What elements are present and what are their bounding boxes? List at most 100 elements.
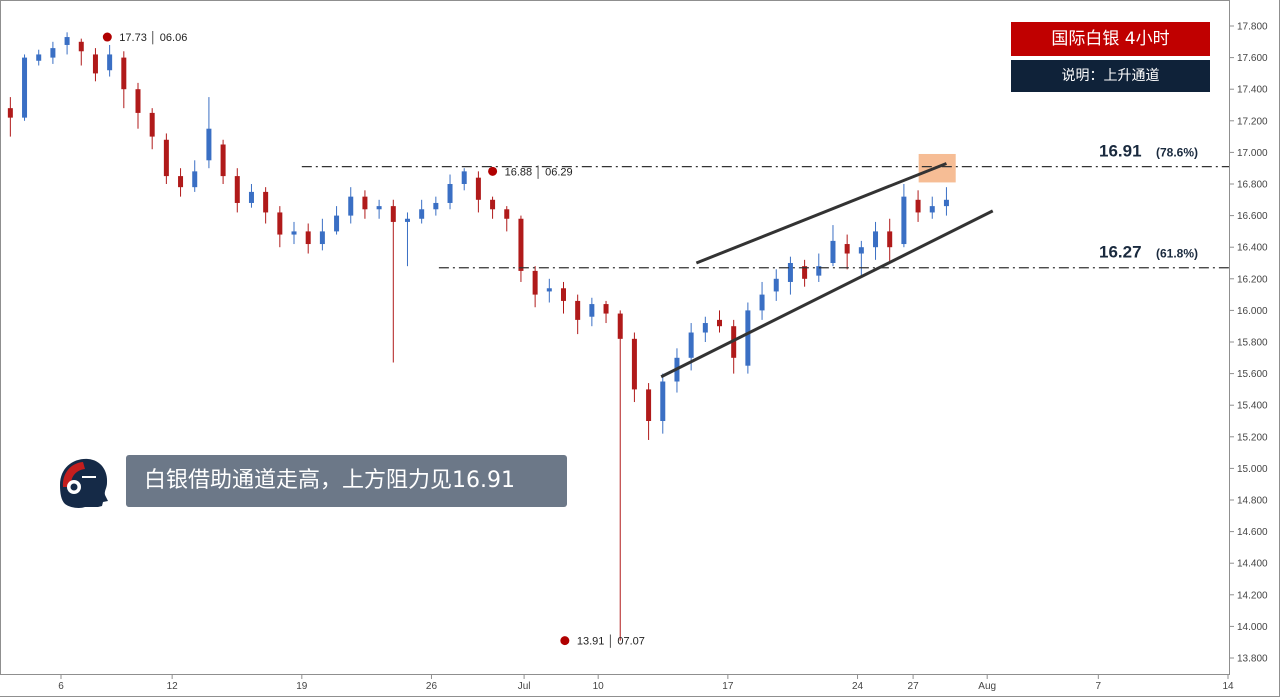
candle-body <box>816 266 822 276</box>
extreme-point-marker <box>102 32 112 42</box>
extreme-point-label: 16.88 │ 06.29 <box>505 164 573 179</box>
candle-body <box>745 310 751 366</box>
candles-group <box>7 32 949 641</box>
candle-body <box>929 206 935 213</box>
candle-body <box>263 191 269 213</box>
candle-body <box>447 184 453 203</box>
candle-body <box>646 389 652 421</box>
y-tick-label: 14.200 <box>1237 590 1268 601</box>
x-tick-label: 7 <box>1096 681 1102 692</box>
level-value-label: 16.27 <box>1099 243 1142 262</box>
candle-body <box>192 171 198 188</box>
level-pct-label: (61.8%) <box>1156 247 1198 261</box>
candle-body <box>7 108 13 118</box>
candle-body <box>22 57 28 118</box>
x-tick-label: 27 <box>908 681 920 692</box>
y-tick-label: 15.200 <box>1237 432 1268 443</box>
candle-body <box>291 231 297 235</box>
candle-body <box>121 57 127 90</box>
x-tick-label: Aug <box>978 681 996 692</box>
x-tick-label: 17 <box>722 681 734 692</box>
y-tick-label: 17.800 <box>1237 22 1268 33</box>
x-tick-label: 12 <box>167 681 179 692</box>
y-tick-label: 15.600 <box>1237 369 1268 380</box>
candle-body <box>50 48 56 58</box>
candle-body <box>603 304 609 314</box>
candle-body <box>702 323 708 333</box>
candle-body <box>362 196 368 210</box>
extreme-point-marker <box>488 166 498 176</box>
x-tick-label: 10 <box>593 681 605 692</box>
candle-body <box>348 196 354 216</box>
candle-body <box>915 199 921 213</box>
x-tick-label: 6 <box>58 681 64 692</box>
candle-body <box>546 288 552 292</box>
y-tick-label: 17.600 <box>1237 53 1268 64</box>
candle-body <box>844 244 850 254</box>
y-tick-label: 17.000 <box>1237 148 1268 159</box>
plot-frame <box>0 0 1230 675</box>
candle-body <box>334 215 340 232</box>
candle-body <box>376 206 382 210</box>
y-tick-label: 16.800 <box>1237 180 1268 191</box>
candle-body <box>475 177 481 200</box>
candle-body <box>688 332 694 358</box>
x-tick-label: 26 <box>426 681 438 692</box>
candle-body <box>36 54 42 61</box>
y-tick-label: 16.600 <box>1237 211 1268 222</box>
y-tick-label: 16.400 <box>1237 243 1268 254</box>
candle-body <box>234 176 240 203</box>
candle-body <box>518 218 524 271</box>
candle-body <box>433 202 439 210</box>
candle-body <box>277 212 283 235</box>
channel-group <box>660 162 994 379</box>
x-axis: 6 12 19 26 Jul 10 17 24 27 Aug 7 14 <box>58 674 1234 692</box>
point-labels-group: 17.73 │ 06.06 16.88 │ 06.29 13.91 │ 07.07 <box>102 30 645 649</box>
candle-body <box>461 171 467 184</box>
candle-body <box>319 231 325 245</box>
candle-body <box>858 247 864 254</box>
candle-body <box>943 199 949 207</box>
candle-body <box>419 209 425 219</box>
levels-group: 16.91 (78.6%) 16.27 (61.8%) <box>301 142 1229 269</box>
candle-body <box>901 196 907 245</box>
y-tick-label: 15.000 <box>1237 464 1268 475</box>
candle-body <box>220 144 226 177</box>
candle-body <box>887 231 893 248</box>
y-tick-label: 16.200 <box>1237 274 1268 285</box>
candle-body <box>206 128 212 161</box>
candle-body <box>631 338 637 390</box>
candle-body <box>78 41 84 52</box>
x-tick-label: 14 <box>1222 681 1234 692</box>
x-tick-label: 24 <box>852 681 864 692</box>
y-tick-label: 14.400 <box>1237 559 1268 570</box>
candle-body <box>773 278 779 292</box>
y-tick-label: 15.800 <box>1237 338 1268 349</box>
y-tick-label: 14.800 <box>1237 496 1268 507</box>
x-tick-label: Jul <box>518 681 531 692</box>
x-tick-label: 19 <box>296 681 308 692</box>
channel-upper-line <box>695 162 947 265</box>
candle-body <box>404 218 410 222</box>
candle-body <box>787 263 793 282</box>
caption-box: 白银借助通道走高，上方阻力见16.91 <box>126 455 567 507</box>
candle-body <box>589 304 595 317</box>
candle-body <box>149 112 155 137</box>
y-tick-label: 17.200 <box>1237 116 1268 127</box>
level-value-label: 16.91 <box>1099 142 1142 161</box>
candle-body <box>802 266 808 279</box>
candle-body <box>575 300 581 320</box>
candle-body <box>64 37 70 45</box>
level-pct-label: (78.6%) <box>1156 146 1198 160</box>
candle-body <box>107 54 113 71</box>
candle-body <box>532 270 538 295</box>
y-tick-label: 17.400 <box>1237 85 1268 96</box>
candle-body <box>560 288 566 301</box>
candle-body <box>305 231 311 245</box>
subtitle-badge: 说明：上升通道 <box>1011 60 1210 92</box>
y-axis: 17.800 17.600 17.400 17.200 17.000 16.800 16.6… <box>1229 22 1268 665</box>
candle-body <box>504 209 510 219</box>
candle-body <box>873 231 879 248</box>
candle-body <box>490 199 496 210</box>
y-tick-label: 13.800 <box>1237 654 1268 665</box>
